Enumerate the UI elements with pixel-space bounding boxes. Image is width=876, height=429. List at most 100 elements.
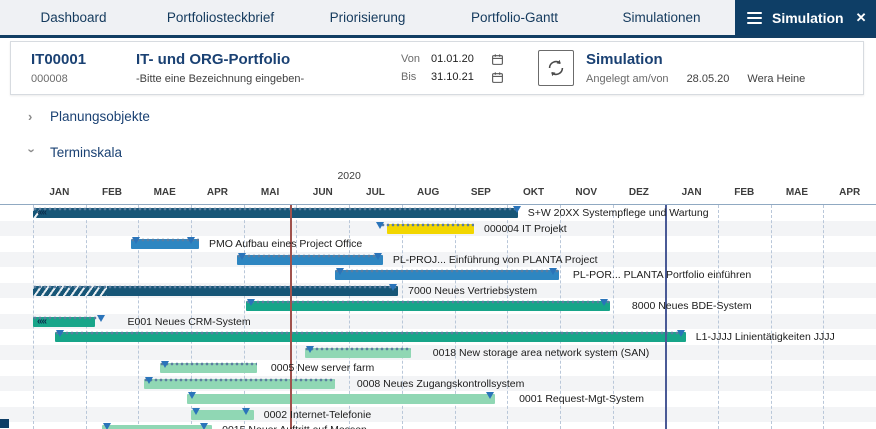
- nav-tab-portfoliosteckbrief[interactable]: Portfoliosteckbrief: [166, 10, 275, 25]
- gantt-milestone-marker[interactable]: [102, 423, 111, 429]
- portfolio-id: IT00001: [31, 51, 87, 68]
- close-icon[interactable]: ✕: [855, 9, 867, 25]
- gantt-month-label: AUG: [417, 187, 440, 198]
- von-label: Von: [401, 53, 420, 65]
- calendar-icon[interactable]: [491, 71, 504, 84]
- gantt-today-line: [290, 205, 293, 429]
- gantt-milestone-marker[interactable]: [132, 237, 141, 244]
- gantt-bar[interactable]: [387, 223, 474, 234]
- gantt-gridline: [823, 205, 825, 429]
- gantt-month-label: NOV: [575, 187, 598, 198]
- gantt-bar[interactable]: [236, 254, 383, 265]
- gantt-bar[interactable]: [144, 378, 335, 389]
- gantt-milestone-marker[interactable]: [485, 392, 494, 399]
- section-label: Terminskala: [50, 144, 123, 160]
- gantt-milestone-marker[interactable]: [549, 268, 558, 275]
- active-tab-label: Simulation: [772, 9, 844, 26]
- gantt-milestone-marker[interactable]: [388, 283, 397, 291]
- gantt-year-label: 2020: [337, 170, 361, 182]
- calendar-icon[interactable]: [491, 53, 504, 66]
- gantt-month-label: MAE: [785, 187, 809, 198]
- gantt-milestone-marker[interactable]: [676, 330, 685, 337]
- gantt-milestone-marker[interactable]: [246, 299, 255, 306]
- gantt-gridline: [559, 205, 561, 429]
- nav-tab-priorisierung[interactable]: Priorisierung: [329, 10, 406, 25]
- gantt-bar[interactable]: [55, 332, 686, 342]
- portfolio-subtitle[interactable]: -Bitte eine Bezeichnung eingeben-: [136, 73, 305, 85]
- gantt-month-label: MAI: [260, 187, 280, 198]
- gantt-row-stripe: [0, 313, 876, 329]
- gantt-milestone-marker[interactable]: [305, 345, 314, 353]
- gantt-milestone-marker[interactable]: [373, 252, 382, 260]
- gantt-bar[interactable]: [33, 316, 96, 327]
- gantt-gridline: [191, 205, 193, 429]
- gantt-bar[interactable]: [102, 425, 213, 429]
- gantt-gridline: [243, 205, 245, 429]
- gantt-bar-label: PL-POR... PLANTA Portfolio einführen: [572, 269, 752, 281]
- gantt-milestone-marker[interactable]: [600, 299, 609, 306]
- simulation-title: Simulation: [586, 51, 663, 68]
- gantt-bar[interactable]: [33, 208, 518, 218]
- gantt-bar[interactable]: [33, 285, 399, 296]
- refresh-button[interactable]: [538, 50, 574, 86]
- gantt-bar-dots: [55, 331, 686, 335]
- gantt-month-label: JAN: [681, 187, 702, 198]
- gantt-gridline: [138, 205, 140, 429]
- gantt-bar-dots: [33, 315, 104, 320]
- von-date-field[interactable]: 01.01.20: [431, 53, 474, 65]
- gantt-gridline: [454, 205, 456, 429]
- gantt-bar[interactable]: [130, 239, 199, 249]
- gantt-month-label: JUN: [312, 187, 333, 198]
- gantt-milestone-marker[interactable]: [55, 330, 64, 337]
- gantt-month-label: FEB: [102, 187, 123, 198]
- gantt-bar-dots: [33, 207, 518, 211]
- gantt-bar[interactable]: [186, 394, 496, 404]
- nav-tab-simulationen[interactable]: Simulationen: [622, 10, 701, 25]
- gantt-milestone-marker[interactable]: [187, 392, 196, 399]
- gantt-month-label: APR: [206, 187, 228, 198]
- nav-tab-dashboard[interactable]: Dashboard: [40, 10, 107, 25]
- gantt-milestone-marker[interactable]: [96, 314, 105, 322]
- gantt-month-label: MAE: [153, 187, 176, 198]
- menu-icon[interactable]: [747, 11, 762, 24]
- gantt-bar[interactable]: [245, 301, 610, 311]
- gantt-bar-label: PL-PROJ... Einführung von PLANTA Project: [392, 253, 598, 266]
- gantt-milestone-marker[interactable]: [376, 221, 385, 229]
- section-planungsobjekte[interactable]: › Planungsobjekte: [0, 105, 876, 127]
- gantt-milestone-marker[interactable]: [237, 252, 246, 260]
- bis-date-field[interactable]: 31.10.21: [431, 71, 474, 83]
- nav-tab-simulation-active[interactable]: Simulation ✕: [735, 0, 876, 35]
- gantt-bar-label: PMO Aufbau eines Project Office: [208, 238, 363, 250]
- gantt-gridline: [349, 205, 351, 429]
- gantt-bar-label: 8000 Neues BDE-System: [631, 300, 752, 312]
- gantt-bar-dots: [236, 253, 383, 258]
- nav-tab-portfolio-gantt[interactable]: Portfolio-Gantt: [470, 10, 559, 25]
- gantt-gridline: [296, 205, 298, 429]
- gantt-milestone-marker[interactable]: [144, 376, 153, 384]
- gantt-bar-label: 7000 Neues Vertriebsystem: [408, 284, 538, 297]
- bis-label: Bis: [401, 71, 417, 83]
- gantt-bar[interactable]: [191, 409, 254, 420]
- gantt-bar-hatch: [33, 285, 107, 296]
- gantt-gridline: [770, 205, 772, 429]
- gantt-milestone-marker[interactable]: [513, 206, 522, 213]
- gantt-milestone-marker[interactable]: [200, 423, 209, 429]
- gantt-bar-hatch: [33, 208, 40, 218]
- gantt-milestone-marker[interactable]: [191, 407, 200, 415]
- gantt-milestone-marker[interactable]: [335, 268, 344, 275]
- gantt-bar[interactable]: [334, 270, 559, 280]
- section-terminskala[interactable]: › Terminskala: [0, 141, 876, 163]
- gantt-bar[interactable]: [304, 347, 411, 358]
- gantt-gridline: [507, 205, 509, 429]
- created-by: Wera Heine: [747, 73, 806, 85]
- gantt-bar-dots: [33, 284, 399, 289]
- gantt-row-stripe: [0, 251, 876, 267]
- gantt-milestone-marker[interactable]: [160, 361, 169, 368]
- gantt-bar-label: 0001 Request-Mgt-System: [519, 393, 644, 405]
- gantt-bar[interactable]: [159, 363, 257, 373]
- created-date: 28.05.20: [686, 73, 730, 85]
- gantt-bar-label: 000004 IT Projekt: [483, 222, 567, 235]
- gantt-bar-label: 0002 Internet-Telefonie: [263, 408, 372, 421]
- gantt-milestone-marker[interactable]: [186, 237, 195, 244]
- gantt-milestone-marker[interactable]: [242, 407, 251, 415]
